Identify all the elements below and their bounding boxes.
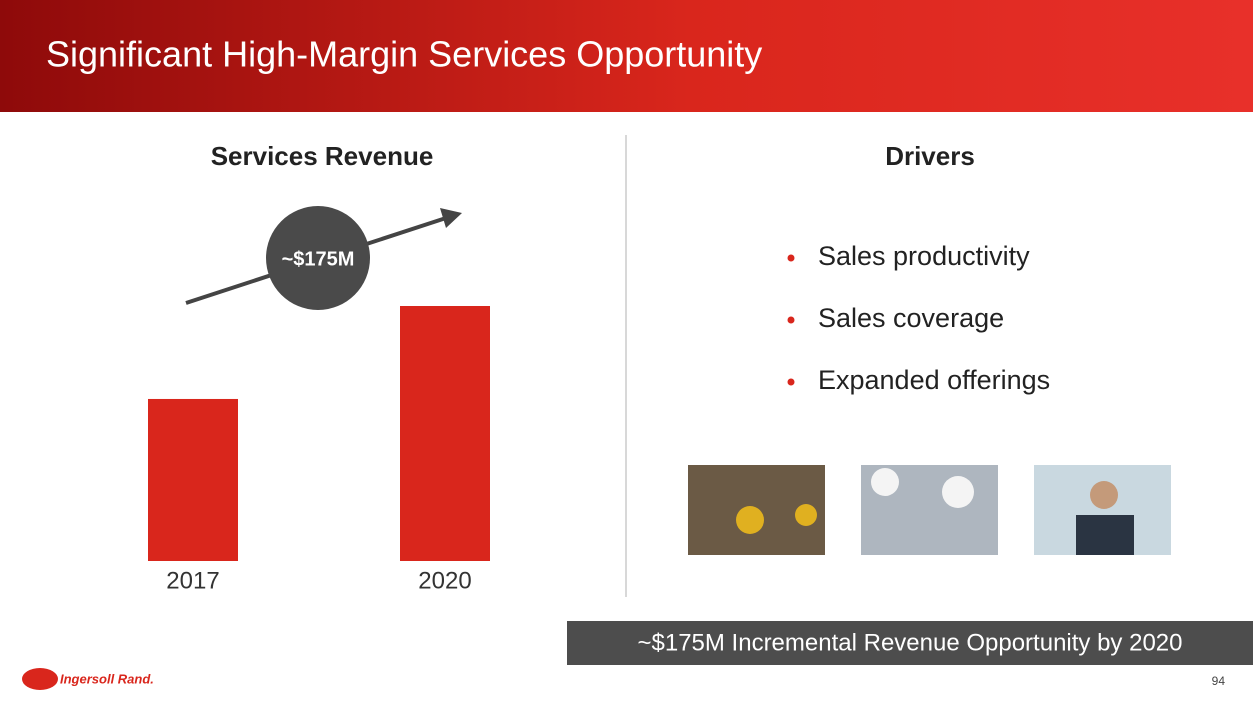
- photo-detail: [1090, 481, 1118, 509]
- photos: [688, 465, 1171, 555]
- page-number: 94: [1212, 674, 1226, 688]
- photo-detail: [795, 504, 817, 526]
- banner: [567, 621, 1253, 665]
- drivers-list: Sales productivity Sales coverage Expanded…: [787, 241, 1050, 395]
- x-tick-label: 2020: [418, 567, 471, 594]
- photo-detail: [942, 476, 974, 508]
- header-band: [0, 0, 1253, 112]
- banner-text: ~$175M Incremental Revenue Opportunity b…: [637, 629, 1182, 656]
- logo: Ingersoll Rand.: [60, 671, 154, 686]
- chart: 2017 2020: [148, 306, 490, 594]
- driver-item: Expanded offerings: [818, 365, 1050, 395]
- driver-item: Sales coverage: [818, 303, 1004, 333]
- bullet: [787, 254, 795, 262]
- drivers-title: Drivers: [885, 141, 975, 171]
- annotation: ~$175M: [282, 248, 355, 270]
- x-tick-label: 2017: [166, 567, 219, 594]
- chart-title: Services Revenue: [211, 141, 434, 171]
- logo-mark: [22, 668, 58, 690]
- photo-detail: [871, 468, 899, 496]
- arrow-head: [440, 208, 462, 228]
- photo-detail: [1076, 515, 1134, 555]
- driver-item: Sales productivity: [818, 241, 1030, 271]
- bullet: [787, 316, 795, 324]
- bar: [400, 306, 490, 561]
- bar: [148, 398, 238, 561]
- title: Significant High-Margin Services Opportu…: [46, 34, 762, 75]
- photo-detail: [736, 506, 764, 534]
- bullet: [787, 378, 795, 386]
- annotation-circle: [266, 206, 370, 310]
